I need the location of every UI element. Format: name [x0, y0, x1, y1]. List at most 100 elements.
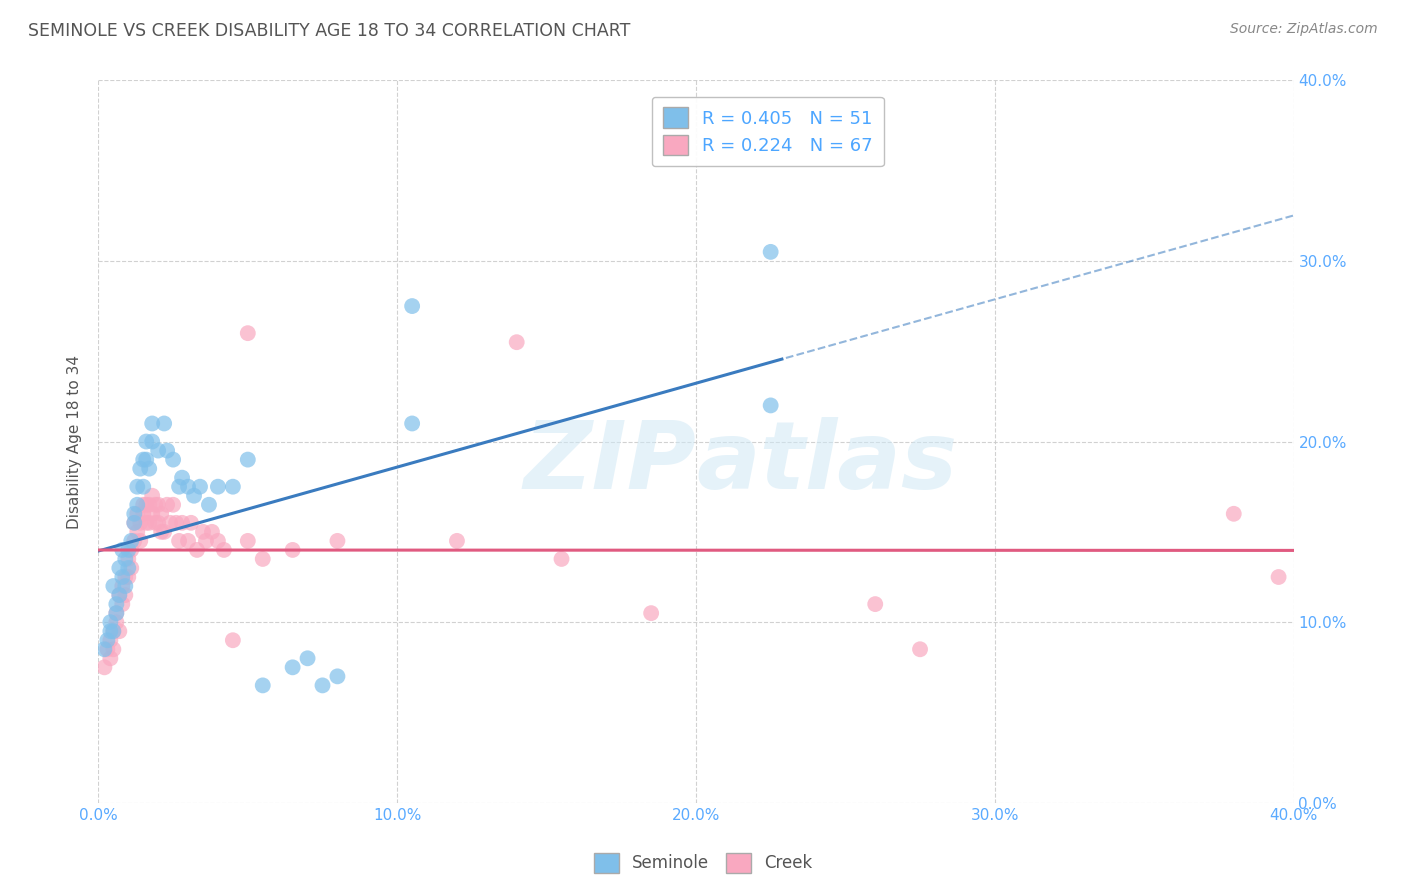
Point	[550, 552, 572, 566]
Point	[135, 434, 157, 449]
Point	[98, 615, 122, 630]
Point	[96, 642, 118, 657]
Point	[143, 498, 166, 512]
Point	[135, 516, 157, 530]
Point	[148, 443, 170, 458]
Point	[212, 542, 235, 557]
Point	[111, 597, 134, 611]
Point	[297, 651, 319, 665]
Point	[156, 443, 179, 458]
Point	[120, 561, 142, 575]
Point	[105, 606, 128, 620]
Point	[129, 516, 152, 530]
Legend: R = 0.405   N = 51, R = 0.224   N = 67: R = 0.405 N = 51, R = 0.224 N = 67	[651, 96, 884, 166]
Point	[105, 606, 128, 620]
Point	[138, 461, 160, 475]
Legend: Seminole, Creek: Seminole, Creek	[586, 847, 820, 880]
Point	[446, 533, 468, 548]
Point	[162, 452, 184, 467]
Point	[98, 624, 122, 639]
Point	[114, 588, 136, 602]
Point	[252, 678, 274, 692]
Point	[117, 552, 139, 566]
Point	[135, 452, 157, 467]
Point	[108, 561, 131, 575]
Point	[120, 542, 142, 557]
Point	[177, 480, 200, 494]
Point	[150, 507, 173, 521]
Point	[640, 606, 662, 620]
Point	[153, 417, 176, 431]
Point	[1223, 507, 1246, 521]
Point	[141, 507, 163, 521]
Point	[180, 516, 202, 530]
Point	[311, 678, 333, 692]
Point	[162, 498, 184, 512]
Point	[105, 597, 128, 611]
Point	[129, 461, 152, 475]
Point	[506, 335, 529, 350]
Point	[132, 480, 155, 494]
Point	[124, 533, 146, 548]
Point	[127, 524, 149, 539]
Point	[143, 516, 166, 530]
Point	[124, 507, 146, 521]
Point	[103, 624, 125, 639]
Point	[188, 480, 211, 494]
Point	[132, 507, 155, 521]
Point	[98, 633, 122, 648]
Point	[236, 326, 259, 340]
Point	[114, 579, 136, 593]
Point	[117, 570, 139, 584]
Point	[124, 516, 146, 530]
Point	[148, 516, 170, 530]
Point	[207, 533, 229, 548]
Point	[183, 489, 205, 503]
Text: atlas: atlas	[696, 417, 957, 509]
Point	[105, 615, 128, 630]
Point	[281, 660, 304, 674]
Point	[172, 516, 194, 530]
Point	[201, 524, 224, 539]
Point	[759, 398, 782, 412]
Point	[111, 570, 134, 584]
Point	[172, 471, 194, 485]
Point	[195, 533, 218, 548]
Point	[108, 588, 131, 602]
Point	[93, 642, 115, 657]
Point	[124, 516, 146, 530]
Text: Source: ZipAtlas.com: Source: ZipAtlas.com	[1230, 22, 1378, 37]
Text: ZIP: ZIP	[523, 417, 696, 509]
Point	[401, 417, 423, 431]
Point	[120, 533, 142, 548]
Point	[222, 480, 245, 494]
Point	[281, 542, 304, 557]
Point	[127, 507, 149, 521]
Point	[111, 542, 134, 557]
Point	[103, 579, 125, 593]
Point	[865, 597, 887, 611]
Point	[93, 660, 115, 674]
Point	[129, 533, 152, 548]
Point	[177, 533, 200, 548]
Point	[326, 533, 349, 548]
Point	[401, 299, 423, 313]
Point	[207, 480, 229, 494]
Point	[141, 417, 163, 431]
Point	[159, 516, 181, 530]
Point	[108, 588, 131, 602]
Point	[138, 516, 160, 530]
Y-axis label: Disability Age 18 to 34: Disability Age 18 to 34	[67, 354, 83, 529]
Point	[167, 480, 190, 494]
Point	[167, 533, 190, 548]
Point	[108, 624, 131, 639]
Point	[326, 669, 349, 683]
Point	[236, 533, 259, 548]
Point	[908, 642, 931, 657]
Point	[156, 498, 179, 512]
Point	[165, 516, 187, 530]
Point	[98, 651, 122, 665]
Point	[1267, 570, 1289, 584]
Point	[103, 642, 125, 657]
Point	[252, 552, 274, 566]
